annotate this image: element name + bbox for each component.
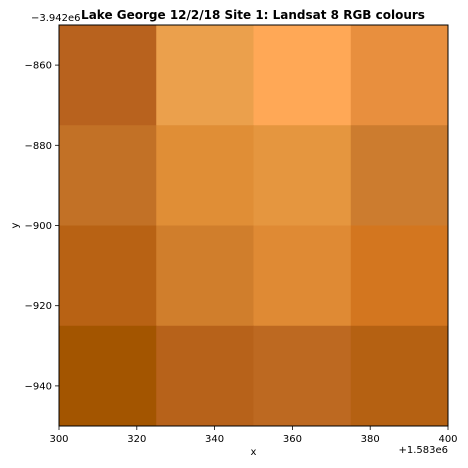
y-tick-label: −860 (25, 61, 52, 72)
heatmap-cell (350, 25, 449, 126)
heatmap-cells (59, 25, 449, 427)
heatmap-cell (253, 125, 352, 226)
x-tick-label: 360 (283, 434, 302, 445)
x-axis-offset-label: +1.583e6 (398, 445, 448, 456)
x-tick-label: 320 (127, 434, 146, 445)
x-tick-label: 300 (49, 434, 68, 445)
y-tick-label: −920 (25, 301, 52, 312)
heatmap-cell (253, 25, 352, 126)
y-axis-label: y (10, 222, 21, 228)
y-tick-label: −880 (25, 141, 52, 152)
x-axis-label: x (251, 447, 257, 458)
heatmap-cell (350, 225, 449, 327)
heatmap-cell (156, 325, 254, 427)
y-axis-ticks: −860 −880 −900 −920 −940 (25, 61, 59, 392)
x-tick-label: 340 (205, 434, 224, 445)
x-tick-label: 380 (361, 434, 380, 445)
y-tick-label: −900 (25, 221, 52, 232)
heatmap-cell (59, 225, 157, 327)
heatmap-cell (156, 225, 254, 327)
heatmap-cell (59, 125, 157, 226)
y-tick-label: −940 (25, 381, 52, 392)
x-axis-ticks: 300 320 340 360 380 400 (49, 426, 458, 445)
heatmap-cell (59, 25, 157, 126)
heatmap-cell (156, 25, 254, 126)
heatmap-cell (253, 325, 352, 427)
chart-title: Lake George 12/2/18 Site 1: Landsat 8 RG… (81, 8, 425, 22)
heatmap-cell (350, 125, 449, 226)
heatmap-cell (253, 225, 352, 327)
y-axis-offset-label: −3.942e6 (31, 13, 81, 24)
x-tick-label: 400 (438, 434, 457, 445)
heatmap-cell (59, 325, 157, 427)
heatmap-cell (156, 125, 254, 226)
heatmap-cell (350, 325, 449, 427)
